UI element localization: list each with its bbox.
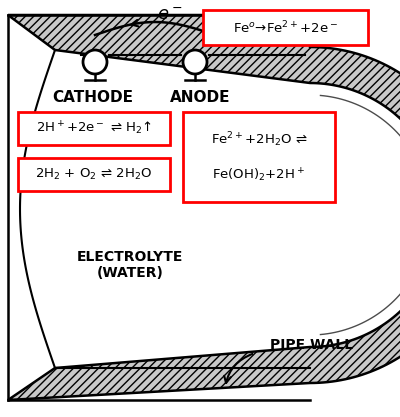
Circle shape xyxy=(83,50,107,74)
Text: CATHODE: CATHODE xyxy=(52,90,134,105)
Text: $e^-$: $e^-$ xyxy=(157,6,183,24)
Text: PIPE WALL: PIPE WALL xyxy=(270,338,353,352)
Text: ELECTROLYTE
(WATER): ELECTROLYTE (WATER) xyxy=(77,250,183,280)
Text: 2H$_2$ + O$_2$ ⇌ 2H$_2$O: 2H$_2$ + O$_2$ ⇌ 2H$_2$O xyxy=(36,167,152,182)
Bar xyxy=(18,112,170,145)
Bar xyxy=(183,112,335,202)
Text: Fe$^{2+}$+2H$_2$O ⇌

Fe(OH)$_2$+2H$^+$: Fe$^{2+}$+2H$_2$O ⇌ Fe(OH)$_2$+2H$^+$ xyxy=(211,130,307,184)
Bar xyxy=(203,10,368,45)
Text: ANODE: ANODE xyxy=(170,90,230,105)
Text: Fe$^o$→Fe$^{2+}$+2e$^-$: Fe$^o$→Fe$^{2+}$+2e$^-$ xyxy=(233,19,338,36)
Bar xyxy=(18,158,170,191)
Circle shape xyxy=(183,50,207,74)
Text: 2H$^+$+2e$^-$ ⇌ H$_2$↑: 2H$^+$+2e$^-$ ⇌ H$_2$↑ xyxy=(36,120,152,137)
Polygon shape xyxy=(8,15,400,400)
